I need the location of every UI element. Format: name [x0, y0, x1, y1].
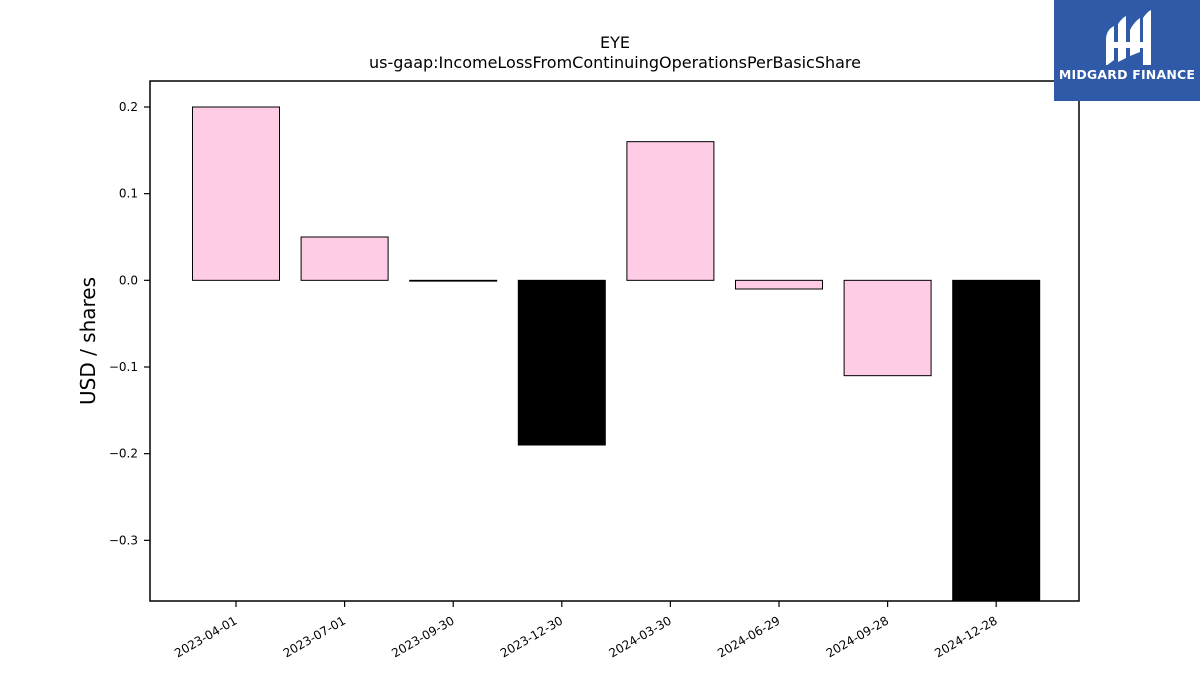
logo-mark-icon [1106, 10, 1151, 65]
x-tick-label: 2024-03-30 [606, 613, 673, 660]
x-tick-label: 2023-12-30 [498, 613, 565, 660]
plot-frame [149, 80, 1080, 602]
bar-2024-06-29 [735, 279, 823, 290]
y-tick-label: −0.3 [109, 533, 138, 547]
chart-subtitle: us-gaap:IncomeLossFromContinuingOperatio… [369, 53, 861, 72]
y-axis-label: USD / shares [76, 277, 100, 405]
logo-text: MIDGARD FINANCE [1058, 67, 1196, 82]
bars-group [192, 106, 1041, 602]
y-tick-label: 0.2 [119, 100, 138, 114]
bar-2023-09-30 [409, 279, 498, 282]
y-tick-label: 0.0 [119, 273, 138, 287]
bar-2023-12-30 [517, 279, 606, 446]
x-tick-label: 2024-12-28 [932, 613, 999, 660]
x-tick-label: 2023-04-01 [172, 613, 239, 660]
x-tick-label: 2023-07-01 [281, 613, 348, 660]
x-axis: 2023-04-01 2023-07-01 2023-09-30 2023-12-30… [172, 601, 1000, 660]
midgard-finance-logo: MIDGARD FINANCE [1054, 0, 1200, 101]
y-tick-label: 0.1 [119, 187, 138, 201]
y-axis: 0.2 0.1 0.0 −0.1 −0.2 −0.3 [109, 100, 150, 547]
y-tick-label: −0.1 [109, 360, 138, 374]
bar-2024-03-30 [626, 141, 715, 281]
bar-2023-04-01 [192, 106, 280, 281]
bar-2024-09-28 [843, 279, 932, 377]
x-tick-label: 2024-09-28 [824, 613, 891, 660]
x-tick-label: 2024-06-29 [715, 613, 782, 660]
bar-2023-07-01 [300, 236, 389, 281]
x-tick-label: 2023-09-30 [389, 613, 456, 660]
y-tick-label: −0.2 [109, 447, 138, 461]
bar-2024-12-28 [952, 279, 1041, 602]
chart-title: EYE [600, 33, 630, 52]
